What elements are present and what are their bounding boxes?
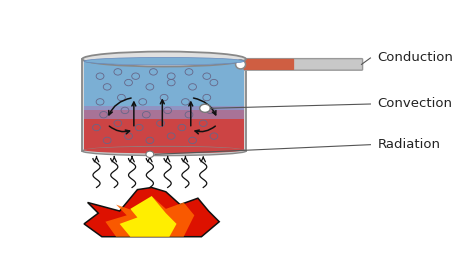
Ellipse shape	[146, 151, 154, 158]
Bar	[84, 61, 244, 110]
Ellipse shape	[84, 58, 244, 65]
Ellipse shape	[200, 104, 210, 112]
FancyBboxPatch shape	[82, 59, 246, 151]
Text: Convection: Convection	[378, 98, 453, 110]
Bar	[84, 106, 244, 119]
Polygon shape	[84, 187, 219, 237]
Polygon shape	[106, 196, 194, 237]
Ellipse shape	[84, 147, 244, 153]
Bar	[84, 110, 244, 150]
FancyBboxPatch shape	[243, 59, 294, 70]
Text: Radiation: Radiation	[378, 138, 441, 151]
Ellipse shape	[235, 60, 246, 69]
FancyBboxPatch shape	[243, 59, 363, 70]
Ellipse shape	[82, 51, 246, 66]
Ellipse shape	[82, 147, 246, 156]
Polygon shape	[120, 196, 177, 237]
Text: Conduction: Conduction	[378, 51, 453, 64]
